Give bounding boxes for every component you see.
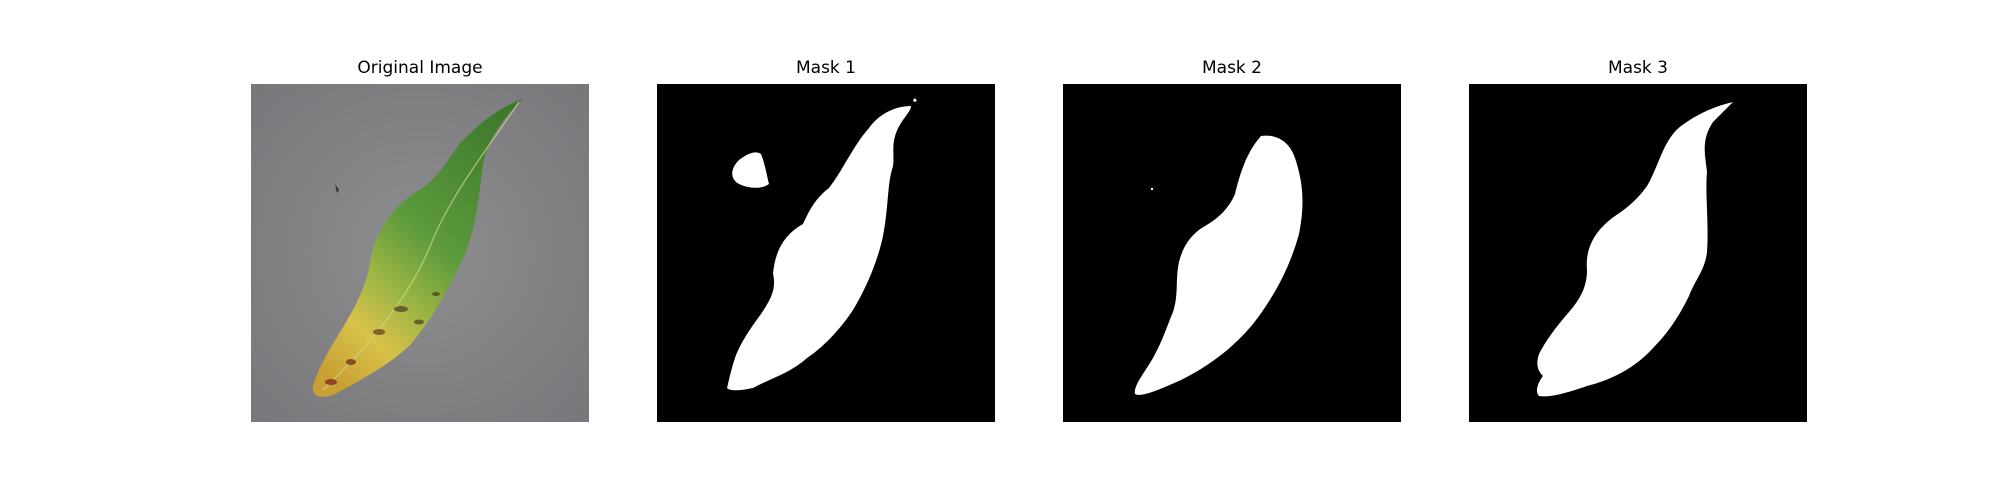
leaf-midrib	[322, 101, 520, 391]
leaf-spot	[325, 379, 337, 385]
leaf-spot	[394, 306, 408, 312]
leaf-spot	[346, 359, 356, 365]
mask-1-image	[657, 84, 995, 422]
mask-leaf	[1536, 102, 1733, 397]
mask-3-image	[1469, 84, 1807, 422]
mask-2-image	[1063, 84, 1401, 422]
mask-fragment	[913, 98, 917, 102]
panel-title-mask-2: Mask 2	[1201, 58, 1262, 78]
mask-2-panel	[1063, 84, 1401, 422]
mask-leaf	[1134, 135, 1303, 395]
leaf-spot	[432, 292, 440, 296]
background-speck	[335, 184, 339, 193]
mask-3-panel	[1469, 84, 1807, 422]
leaf-spot	[373, 329, 385, 335]
panel-title-mask-3: Mask 3	[1607, 58, 1668, 78]
mask-blob	[732, 152, 769, 188]
mask-speck	[1151, 188, 1153, 190]
panel-title-mask-1: Mask 1	[795, 58, 856, 78]
leaf-spot	[414, 319, 424, 325]
original-image-panel	[251, 84, 589, 422]
panel-title-original-image: Original Image	[357, 58, 483, 78]
original-leaf-photo	[251, 84, 589, 422]
mask-1-panel	[657, 84, 995, 422]
mask-leaf	[727, 106, 911, 391]
